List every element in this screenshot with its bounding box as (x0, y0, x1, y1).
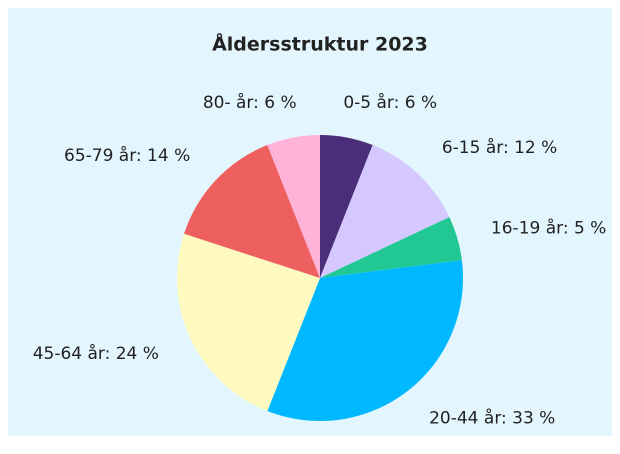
data-label: 80- år: 6 % (203, 92, 297, 113)
data-label: 45-64 år: 24 % (33, 343, 159, 364)
pie-slice (267, 260, 463, 421)
data-label: 6-15 år: 12 % (442, 137, 557, 158)
data-label: 0-5 år: 6 % (343, 92, 437, 113)
data-label: 65-79 år: 14 % (64, 145, 190, 166)
data-label: 20-44 år: 33 % (429, 408, 555, 429)
pie-slice (267, 135, 320, 278)
pie-slice (320, 217, 462, 278)
chart-title: Åldersstruktur 2023 (212, 32, 428, 56)
pie-slice (320, 145, 450, 278)
pie-slice (183, 145, 320, 278)
pie-slice (320, 135, 373, 278)
data-label: 16-19 år: 5 % (491, 217, 606, 238)
pie-slice (177, 233, 320, 411)
